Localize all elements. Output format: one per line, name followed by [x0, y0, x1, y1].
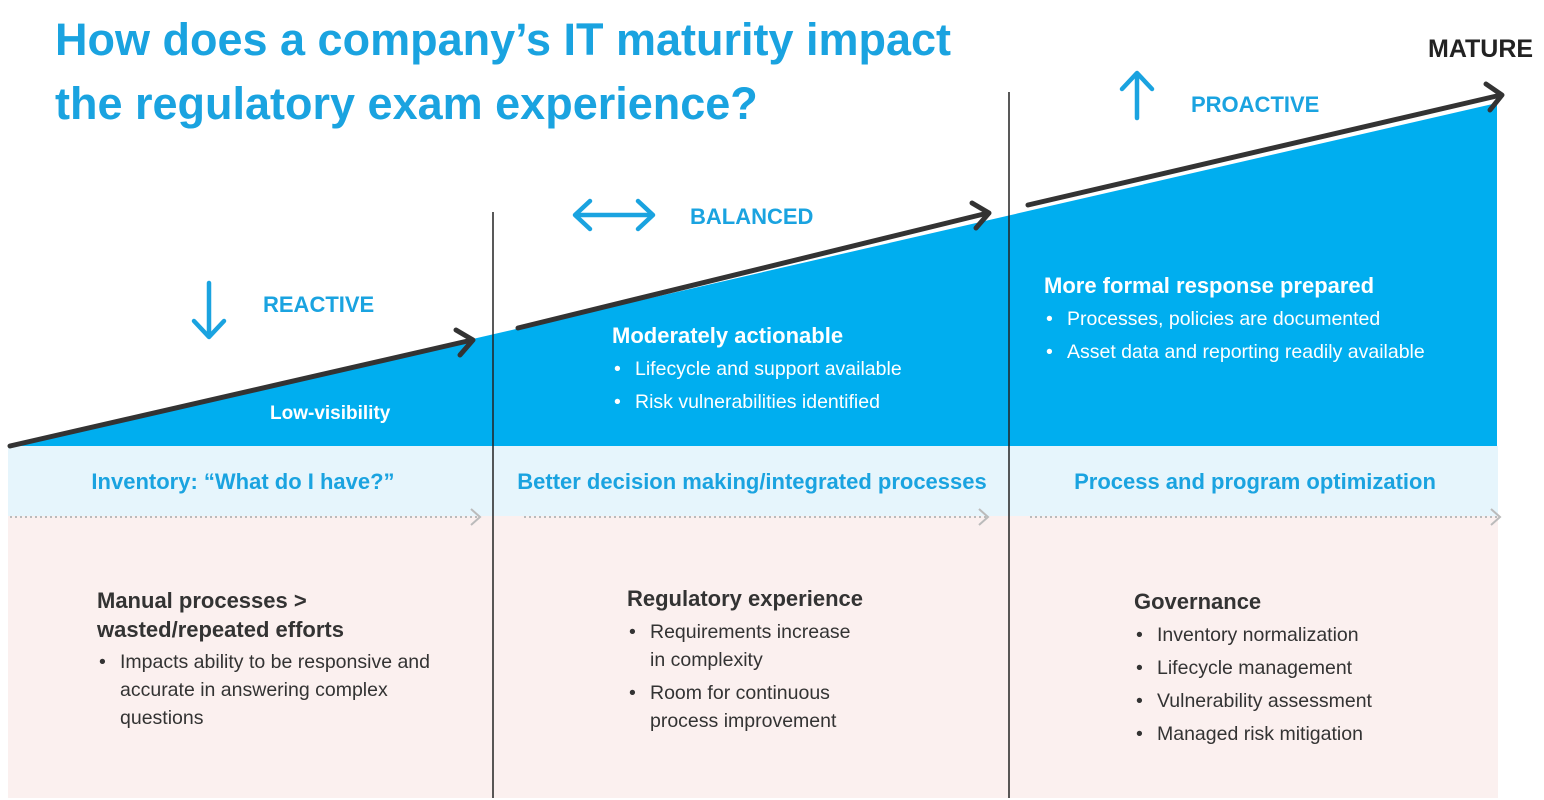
detail-heading: Manual processes > wasted/repeated effor…	[97, 588, 344, 642]
page-title: How does a company’s IT maturity impact …	[55, 14, 952, 129]
stage-label-reactive: REACTIVE	[263, 292, 375, 317]
mature-label: MATURE	[1428, 35, 1534, 63]
band-background	[8, 446, 1498, 516]
band-label-decision: Better decision making/integrated proces…	[517, 469, 987, 494]
detail-heading: Governance	[1134, 589, 1262, 614]
detail-bullet: Impacts ability to be responsive and acc…	[97, 648, 437, 732]
curve-block-balanced: Moderately actionable Lifecycle and supp…	[612, 323, 902, 419]
band-label-inventory: Inventory: “What do I have?”	[91, 469, 395, 494]
curve-heading: Moderately actionable	[612, 323, 844, 348]
detail-bullet: Room for continuous process improvement	[627, 679, 865, 735]
detail-block-proactive: Governance Inventory normalization Lifecy…	[1134, 589, 1372, 753]
curve-bullet: Risk vulnerabilities identified	[612, 386, 902, 419]
detail-block-balanced: Regulatory experience Requirements incre…	[627, 586, 887, 740]
detail-bullet: Inventory normalization	[1134, 621, 1372, 649]
stage-label-proactive: PROACTIVE	[1191, 92, 1320, 117]
detail-bullet: Requirements increase in complexity	[627, 618, 865, 674]
detail-bullet: Managed risk mitigation	[1134, 720, 1372, 748]
arrow-up-icon	[1119, 70, 1155, 121]
detail-bullet: Lifecycle management	[1134, 654, 1372, 682]
curve-block-proactive: More formal response prepared Processes,…	[1044, 273, 1425, 369]
band-label-optimization: Process and program optimization	[1074, 469, 1436, 494]
arrow-left-right-icon	[572, 198, 656, 232]
detail-block-reactive: Manual processes > wasted/repeated effor…	[97, 586, 437, 737]
curve-heading: More formal response prepared	[1044, 273, 1375, 298]
curve-bullet: Processes, policies are documented	[1044, 303, 1425, 336]
curve-bullet: Lifecycle and support available	[612, 353, 902, 386]
detail-heading: Regulatory experience	[627, 586, 863, 611]
detail-bullet: Vulnerability assessment	[1134, 687, 1372, 715]
curve-bullet: Asset data and reporting readily availab…	[1044, 336, 1425, 369]
stage-label-balanced: BALANCED	[690, 204, 814, 229]
growth-arrows	[7, 81, 1505, 449]
arrow-down-icon	[191, 280, 227, 340]
curve-label: Low-visibility	[270, 403, 391, 424]
